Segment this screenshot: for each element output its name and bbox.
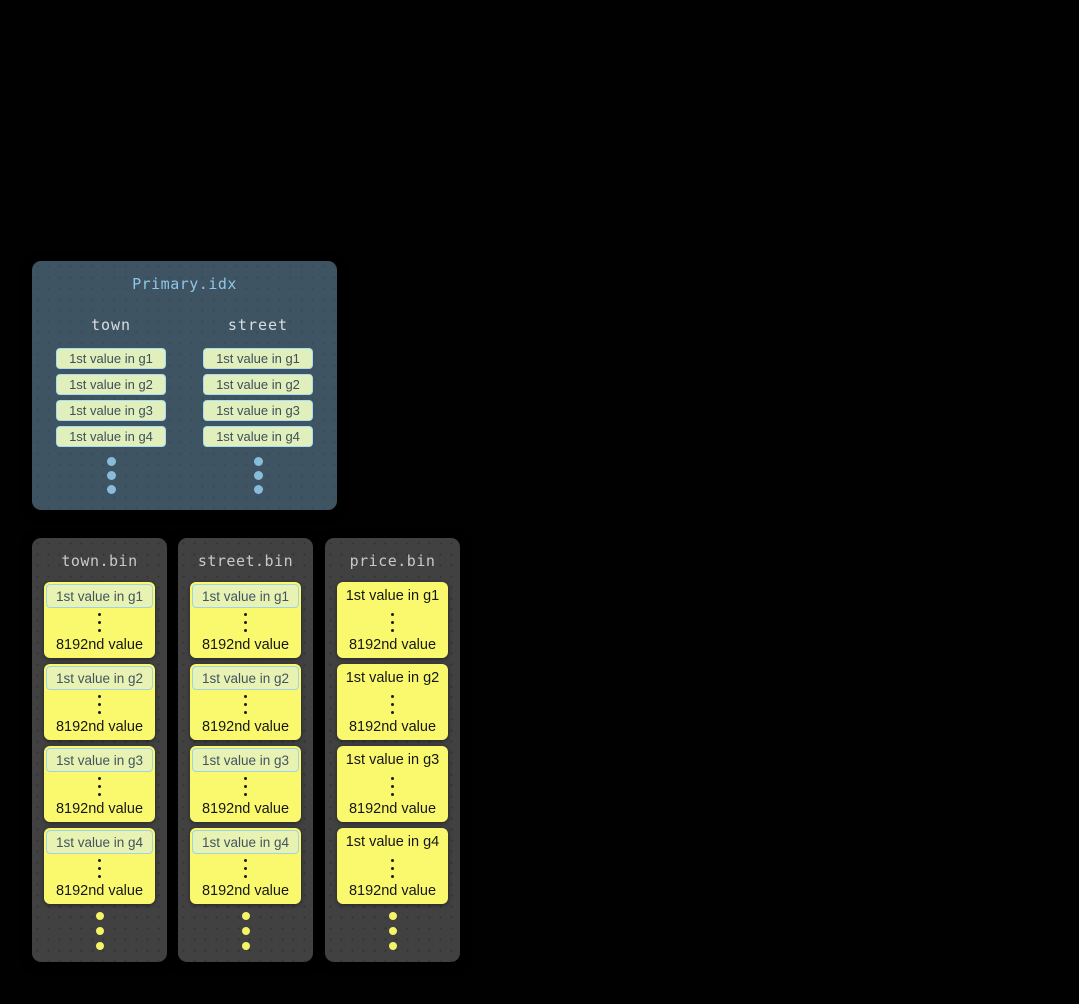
ellipsis-icon bbox=[391, 859, 394, 878]
granule-last-value: 8192nd value bbox=[201, 883, 290, 899]
granule-last-value: 8192nd value bbox=[348, 637, 437, 653]
granule-first-value: 1st value in g2 bbox=[345, 670, 440, 686]
granule-first-value-chip: 1st value in g4 bbox=[46, 830, 153, 854]
granule-first-value-chip: 1st value in g3 bbox=[46, 748, 153, 772]
column-label-town: town bbox=[90, 316, 132, 334]
granule-last-value: 8192nd value bbox=[201, 637, 290, 653]
primary-index-box: Primary.idx town 1st value in g1 1st val… bbox=[32, 261, 337, 510]
ellipsis-icon bbox=[98, 695, 101, 714]
granule-list: 1st value in g1 8192nd value 1st value i… bbox=[337, 582, 448, 904]
bin-street: street.bin 1st value in g1 8192nd value … bbox=[178, 538, 313, 962]
ellipsis-icon bbox=[106, 457, 116, 494]
index-entry-chip: 1st value in g3 bbox=[56, 400, 166, 421]
ellipsis-icon bbox=[98, 613, 101, 632]
bin-town: town.bin 1st value in g1 8192nd value 1s… bbox=[32, 538, 167, 962]
granule-first-value: 1st value in g4 bbox=[345, 834, 440, 850]
bin-price: price.bin 1st value in g1 8192nd value 1… bbox=[325, 538, 460, 962]
ellipsis-icon bbox=[391, 695, 394, 714]
granule-block: 1st value in g2 8192nd value bbox=[44, 664, 155, 740]
index-entry-chip: 1st value in g1 bbox=[56, 348, 166, 369]
index-entry-chip: 1st value in g2 bbox=[203, 374, 313, 395]
granule-last-value: 8192nd value bbox=[55, 719, 144, 735]
granule-block: 1st value in g4 8192nd value bbox=[337, 828, 448, 904]
column-label-street: street bbox=[227, 316, 289, 334]
primary-index-title: Primary.idx bbox=[132, 275, 237, 293]
index-column-street: street 1st value in g1 1st value in g2 1… bbox=[203, 316, 313, 494]
granule-first-value-chip: 1st value in g1 bbox=[192, 584, 299, 608]
granule-last-value: 8192nd value bbox=[55, 883, 144, 899]
index-entry-chip: 1st value in g2 bbox=[56, 374, 166, 395]
granule-list: 1st value in g1 8192nd value 1st value i… bbox=[44, 582, 155, 904]
granule-block: 1st value in g3 8192nd value bbox=[337, 746, 448, 822]
granule-block: 1st value in g2 8192nd value bbox=[190, 664, 301, 740]
granule-first-value-chip: 1st value in g4 bbox=[192, 830, 299, 854]
granule-block: 1st value in g2 8192nd value bbox=[337, 664, 448, 740]
index-entry-chip: 1st value in g4 bbox=[203, 426, 313, 447]
granule-block: 1st value in g1 8192nd value bbox=[337, 582, 448, 658]
ellipsis-icon bbox=[391, 777, 394, 796]
ellipsis-icon bbox=[244, 859, 247, 878]
granule-first-value: 1st value in g1 bbox=[345, 588, 440, 604]
bin-title: price.bin bbox=[349, 552, 436, 570]
ellipsis-icon bbox=[244, 613, 247, 632]
granule-block: 1st value in g3 8192nd value bbox=[190, 746, 301, 822]
granule-last-value: 8192nd value bbox=[348, 801, 437, 817]
granule-block: 1st value in g3 8192nd value bbox=[44, 746, 155, 822]
granule-first-value-chip: 1st value in g3 bbox=[192, 748, 299, 772]
granule-first-value-chip: 1st value in g1 bbox=[46, 584, 153, 608]
index-entry-chip: 1st value in g1 bbox=[203, 348, 313, 369]
ellipsis-icon bbox=[98, 859, 101, 878]
granule-block: 1st value in g1 8192nd value bbox=[190, 582, 301, 658]
ellipsis-icon bbox=[241, 912, 250, 950]
ellipsis-icon bbox=[244, 695, 247, 714]
index-entry-chip: 1st value in g4 bbox=[56, 426, 166, 447]
granule-list: 1st value in g1 8192nd value 1st value i… bbox=[190, 582, 301, 904]
granule-last-value: 8192nd value bbox=[55, 801, 144, 817]
granule-last-value: 8192nd value bbox=[55, 637, 144, 653]
index-entry-chip: 1st value in g3 bbox=[203, 400, 313, 421]
ellipsis-icon bbox=[253, 457, 263, 494]
bin-title: town.bin bbox=[61, 552, 138, 570]
granule-block: 1st value in g4 8192nd value bbox=[44, 828, 155, 904]
ellipsis-icon bbox=[98, 777, 101, 796]
ellipsis-icon bbox=[244, 777, 247, 796]
ellipsis-icon bbox=[391, 613, 394, 632]
granule-block: 1st value in g4 8192nd value bbox=[190, 828, 301, 904]
ellipsis-icon bbox=[95, 912, 104, 950]
granule-last-value: 8192nd value bbox=[201, 801, 290, 817]
granule-last-value: 8192nd value bbox=[348, 719, 437, 735]
granule-first-value: 1st value in g3 bbox=[345, 752, 440, 768]
granule-last-value: 8192nd value bbox=[348, 883, 437, 899]
granule-last-value: 8192nd value bbox=[201, 719, 290, 735]
index-column-town: town 1st value in g1 1st value in g2 1st… bbox=[56, 316, 166, 494]
ellipsis-icon bbox=[388, 912, 397, 950]
granule-first-value-chip: 1st value in g2 bbox=[46, 666, 153, 690]
granule-first-value-chip: 1st value in g2 bbox=[192, 666, 299, 690]
bin-title: street.bin bbox=[197, 552, 294, 570]
granule-block: 1st value in g1 8192nd value bbox=[44, 582, 155, 658]
